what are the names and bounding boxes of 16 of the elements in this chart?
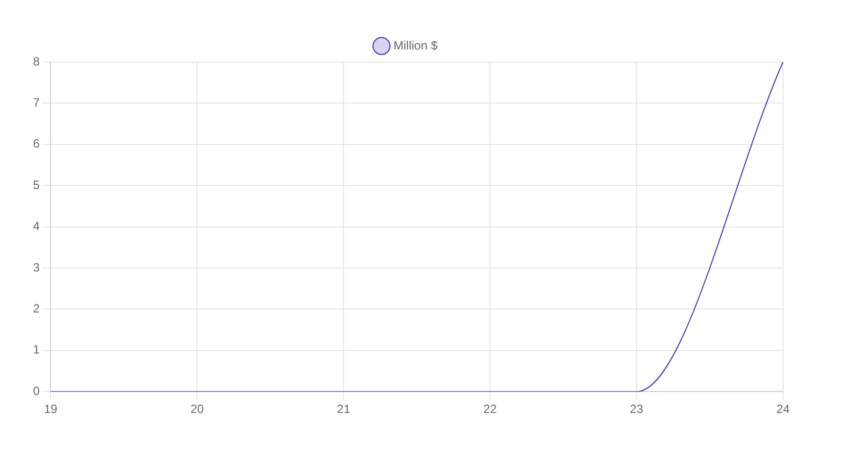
x-tick-label: 22 [483,402,498,416]
y-tick-label: 5 [32,178,40,192]
y-tick-label: 8 [32,54,40,68]
y-tick-label: 2 [32,302,40,316]
x-tick-label: 23 [630,402,644,416]
y-tick-label: 4 [32,219,40,234]
legend-label: Million $ [393,38,438,52]
y-tick-label: 7 [32,96,40,110]
y-tick-label: 6 [32,136,40,151]
y-tick-label: 1 [32,342,40,357]
x-tick-label: 20 [190,402,204,416]
x-tick-label: 19 [44,402,58,416]
y-tick-label: 0 [32,384,40,398]
y-tick-label: 3 [32,260,40,274]
x-tick-label: 21 [336,402,351,416]
x-tick-label: 24 [776,402,790,416]
